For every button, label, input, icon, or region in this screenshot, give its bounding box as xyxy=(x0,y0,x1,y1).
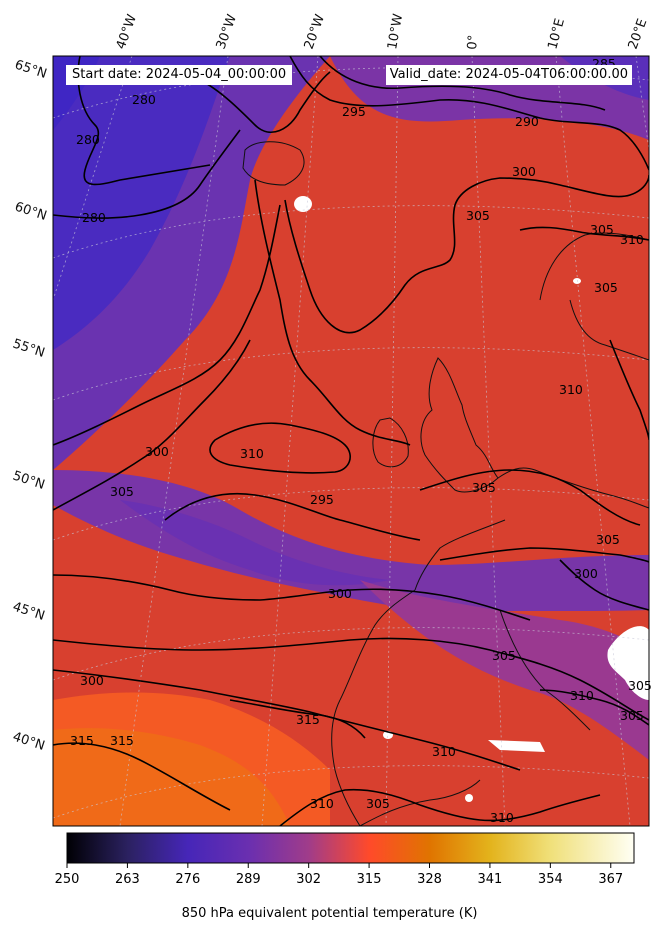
contour-305e xyxy=(539,689,649,726)
contour-label: 310 xyxy=(490,810,514,825)
longitude-labels: 40°W 30°W 20°W 10°W 0° 10°E 20°E xyxy=(114,12,651,51)
graticule xyxy=(53,56,649,826)
scandinavia-coast xyxy=(539,232,649,301)
lon-label: 0° xyxy=(465,34,481,50)
lat-label: 45°N xyxy=(11,600,47,624)
map-frame xyxy=(52,55,650,827)
colorbar-tickmarks xyxy=(66,863,612,868)
lon-label: 20°E xyxy=(626,17,651,52)
contour-300b xyxy=(53,204,281,446)
contour-label: 310 xyxy=(570,688,594,703)
france-coast xyxy=(414,519,506,591)
contour-315a xyxy=(53,742,231,811)
contour-310e xyxy=(419,794,601,822)
contour-label: 280 xyxy=(132,92,156,107)
contour-label: 305 xyxy=(596,532,620,547)
colorbar-tick-label: 315 xyxy=(356,872,382,887)
contour-label: 290 xyxy=(515,114,539,129)
contour-300c xyxy=(439,547,649,563)
contour-280a xyxy=(77,56,211,186)
lat-label: 40°N xyxy=(11,730,47,754)
colorbar-tick-label: 341 xyxy=(477,872,503,887)
contour-label: 305 xyxy=(594,280,618,295)
start-date-label: Start date: 2024-05-04_00:00:00 xyxy=(66,65,293,85)
contour-310d xyxy=(279,788,421,826)
contour-label: 300 xyxy=(80,673,104,688)
contour-label: 315 xyxy=(70,733,94,748)
lon-label: 20°W xyxy=(302,12,328,51)
colorbar-tick-label: 354 xyxy=(537,872,563,887)
contour-label-group: 280 280 280 295 290 285 300 305 310 305 … xyxy=(70,56,652,825)
contour-310b xyxy=(209,422,351,474)
lon-label: 30°W xyxy=(214,12,240,51)
contour-label: 300 xyxy=(574,566,598,581)
contour-label: 305 xyxy=(366,796,390,811)
contour-label: 305 xyxy=(590,222,614,237)
contour-label: 280 xyxy=(76,132,100,147)
contour-label: 305 xyxy=(472,480,496,495)
contour-310a xyxy=(519,226,649,241)
contour-label: 280 xyxy=(82,210,106,225)
colorbar-tick-labels: 250 263 276 289 302 315 328 341 354 367 xyxy=(0,870,659,888)
lat-label: 65°N xyxy=(13,58,49,82)
colorbar-tick-label: 276 xyxy=(175,872,201,887)
colorbar-tick-label: 263 xyxy=(114,872,140,887)
contour-290 xyxy=(319,56,606,111)
cold-tongue-center xyxy=(53,470,649,612)
contour-305b xyxy=(53,339,251,511)
lon-label: 10°E xyxy=(545,17,568,51)
contour-label: 305 xyxy=(628,678,652,693)
contour-label: 305 xyxy=(620,708,644,723)
contour-label: 310 xyxy=(559,382,583,397)
colorbar xyxy=(66,832,635,868)
contour-label: 295 xyxy=(342,104,366,119)
iceland-coast xyxy=(242,141,305,186)
contour-label: 305 xyxy=(466,208,490,223)
lon-label: 40°W xyxy=(114,12,140,51)
valid-date-label: Valid_date: 2024-05-04T06:00:00.00 xyxy=(385,65,632,85)
britain-coast xyxy=(420,357,499,493)
contour-label: 310 xyxy=(620,232,644,247)
contour-label: 315 xyxy=(110,733,134,748)
contour-300d xyxy=(559,559,649,611)
temperature-field xyxy=(53,56,649,826)
contour-300e xyxy=(53,574,531,621)
contour-305a xyxy=(254,179,411,446)
contour-310c xyxy=(53,669,521,771)
contour-label: 310 xyxy=(310,796,334,811)
contour-lines xyxy=(53,56,649,826)
contour-305d xyxy=(53,637,649,721)
contour-310f xyxy=(609,339,649,441)
contour-label: 300 xyxy=(328,586,352,601)
contour-305c xyxy=(419,469,641,526)
contour-label: 315 xyxy=(296,712,320,727)
cool-region-southeast xyxy=(360,580,649,760)
lat-label: 55°N xyxy=(11,337,47,361)
lat-label: 50°N xyxy=(11,469,47,493)
contour-label: 305 xyxy=(110,484,134,499)
lat-label: 60°N xyxy=(13,200,49,224)
ireland-coast xyxy=(372,417,409,468)
colorbar-tick-label: 367 xyxy=(598,872,624,887)
colorbar-title: 850 hPa equivalent potential temperature… xyxy=(181,906,478,921)
colorbar-tick-label: 328 xyxy=(417,872,442,887)
coastlines xyxy=(242,141,649,826)
contour-label: 310 xyxy=(432,744,456,759)
contour-label: 295 xyxy=(310,492,334,507)
contour-300a xyxy=(284,174,649,334)
contour-label: 305 xyxy=(492,648,516,663)
colorbar-gradient xyxy=(66,832,635,864)
contour-315b xyxy=(229,699,366,739)
contour-295 xyxy=(289,56,649,171)
contour-label: 300 xyxy=(145,444,169,459)
contour-label: 300 xyxy=(512,164,536,179)
contour-label: 310 xyxy=(240,446,264,461)
lon-label: 10°W xyxy=(385,13,406,51)
colorbar-tick-label: 250 xyxy=(54,872,80,887)
contour-295 xyxy=(164,492,421,541)
latitude-labels: 65°N 60°N 55°N 50°N 45°N 40°N xyxy=(11,58,49,754)
colorbar-tick-label: 289 xyxy=(235,872,261,887)
colorbar-tick-label: 302 xyxy=(296,872,322,887)
